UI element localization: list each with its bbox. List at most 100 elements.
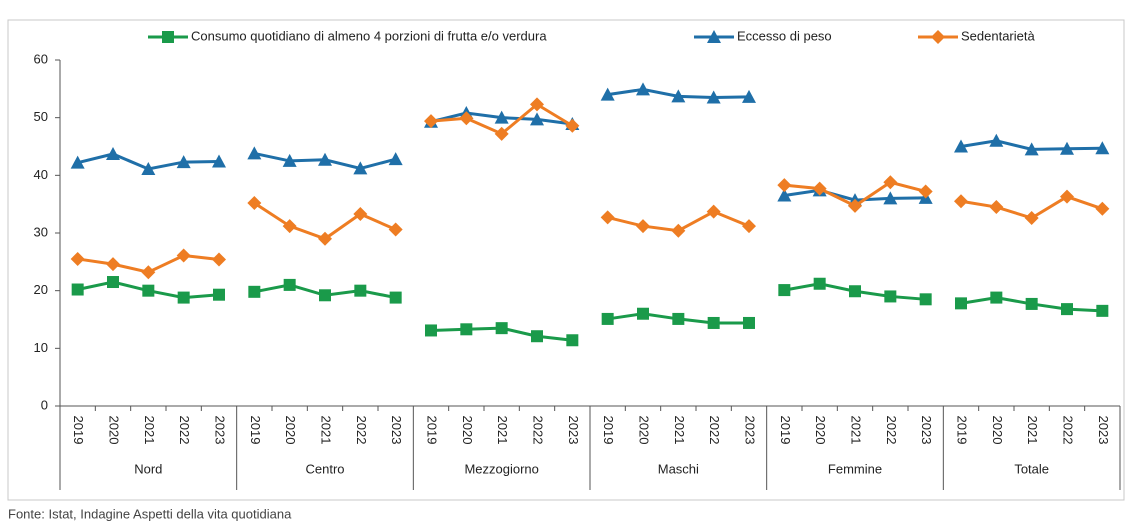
chart-frame <box>7 19 1125 501</box>
group-label: Maschi <box>658 461 699 476</box>
marker <box>176 248 191 263</box>
x-tick-label: 2021 <box>672 416 687 445</box>
legend-marker <box>707 30 721 43</box>
x-tick-label: 2019 <box>601 416 616 445</box>
marker <box>1025 297 1038 310</box>
marker <box>318 152 332 166</box>
marker <box>176 155 191 169</box>
x-tick-label: 2020 <box>460 416 475 445</box>
legend-label: Sedentarietà <box>961 28 1035 43</box>
marker <box>495 322 508 335</box>
x-tick-label: 2023 <box>743 416 758 445</box>
x-tick-label: 2022 <box>1061 416 1076 445</box>
marker <box>283 278 296 291</box>
marker <box>213 288 225 301</box>
marker <box>460 323 473 336</box>
marker <box>70 155 85 169</box>
marker <box>1024 211 1039 226</box>
marker <box>883 191 898 205</box>
marker <box>1096 304 1109 317</box>
marker <box>566 334 579 347</box>
marker <box>989 133 1004 147</box>
marker <box>918 184 933 199</box>
marker <box>742 89 756 103</box>
marker <box>671 89 686 103</box>
marker <box>247 146 262 160</box>
y-tick-label: 0 <box>41 397 48 412</box>
group-label: Nord <box>134 461 162 476</box>
x-tick-label: 2021 <box>319 416 334 445</box>
x-tick-label: 2021 <box>142 416 157 445</box>
x-tick-label: 2019 <box>425 416 440 445</box>
y-tick-label: 40 <box>34 167 48 182</box>
x-tick-label: 2019 <box>248 416 263 445</box>
x-tick-label: 2022 <box>884 416 899 445</box>
x-tick-label: 2020 <box>813 416 828 445</box>
marker <box>671 223 686 238</box>
marker <box>1061 303 1073 316</box>
marker <box>106 257 120 272</box>
marker <box>282 219 297 234</box>
x-tick-label: 2021 <box>1025 416 1040 445</box>
marker <box>106 146 120 160</box>
y-tick-label: 60 <box>34 51 48 66</box>
group-label: Femmine <box>828 461 882 476</box>
marker <box>919 293 932 306</box>
marker <box>142 284 155 297</box>
group-label: Mezzogiorno <box>464 461 538 476</box>
marker <box>1060 189 1074 204</box>
marker <box>636 82 650 96</box>
x-tick-label: 2019 <box>955 416 970 445</box>
legend-label: Eccesso di peso <box>737 28 832 43</box>
marker <box>248 285 261 298</box>
marker <box>637 307 649 320</box>
marker <box>672 312 685 325</box>
x-tick-label: 2021 <box>849 416 864 445</box>
marker <box>494 126 509 141</box>
x-tick-label: 2023 <box>389 416 404 445</box>
marker <box>601 312 614 325</box>
marker <box>247 196 262 211</box>
marker <box>636 219 650 234</box>
marker <box>388 152 403 166</box>
marker <box>319 289 331 302</box>
x-tick-label: 2022 <box>354 416 369 445</box>
source-note: Fonte: Istat, Indagine Aspetti della vit… <box>8 506 292 521</box>
legend-marker <box>162 31 174 43</box>
marker <box>706 90 721 104</box>
marker <box>389 291 402 304</box>
x-tick-label: 2019 <box>71 416 86 445</box>
marker <box>777 178 792 193</box>
x-tick-label: 2021 <box>495 416 510 445</box>
marker <box>954 139 968 153</box>
y-tick-label: 10 <box>34 340 48 355</box>
marker <box>707 316 720 329</box>
marker <box>1095 201 1110 216</box>
group-label: Totale <box>1014 461 1049 476</box>
marker <box>107 276 119 289</box>
x-tick-label: 2022 <box>707 416 722 445</box>
marker <box>954 194 968 209</box>
marker <box>318 231 332 246</box>
x-tick-label: 2019 <box>778 416 793 445</box>
marker <box>777 188 792 202</box>
marker <box>530 97 544 112</box>
x-tick-label: 2023 <box>919 416 934 445</box>
x-tick-label: 2020 <box>283 416 298 445</box>
marker <box>1095 141 1110 155</box>
marker <box>531 330 543 343</box>
marker <box>141 161 156 175</box>
legend-marker <box>931 30 945 44</box>
marker <box>530 112 544 126</box>
x-tick-label: 2022 <box>177 416 192 445</box>
marker <box>354 284 367 297</box>
marker <box>425 324 437 337</box>
group-label: Centro <box>305 461 344 476</box>
marker <box>388 222 403 237</box>
marker <box>813 277 826 290</box>
marker <box>706 204 721 219</box>
marker <box>353 161 368 175</box>
marker <box>70 251 85 266</box>
marker <box>565 118 580 133</box>
